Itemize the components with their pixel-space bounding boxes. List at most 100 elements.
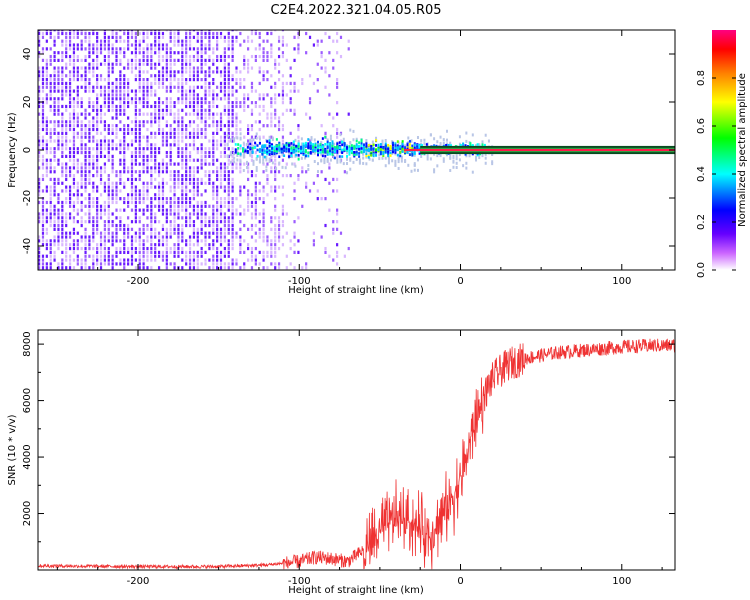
noise-cell	[339, 139, 343, 143]
noise-cell	[103, 58, 106, 62]
noise-cell	[192, 166, 196, 170]
signal-halo-cell	[436, 154, 439, 158]
signal-cell	[387, 154, 390, 158]
noise-cell	[134, 266, 137, 270]
signal-halo-cell	[397, 157, 400, 161]
noise-cell	[142, 54, 145, 59]
noise-cell	[270, 239, 273, 243]
signal-cell	[285, 146, 288, 149]
signal-halo-cell	[358, 160, 361, 164]
noise-cell	[88, 127, 91, 132]
signal-cell	[348, 153, 351, 156]
noise-cell	[80, 97, 83, 101]
noise-cell	[80, 235, 83, 239]
noise-cell	[76, 47, 79, 51]
noise-cell	[76, 104, 79, 109]
noise-cell	[216, 266, 219, 270]
signal-halo-cell	[471, 170, 474, 174]
noise-cell	[173, 162, 176, 166]
signal-halo-cell	[346, 157, 349, 161]
noise-cell	[212, 78, 215, 82]
noise-cell	[84, 220, 87, 224]
noise-cell	[254, 174, 257, 178]
noise-cell	[65, 131, 68, 135]
noise-cell	[53, 193, 56, 197]
noise-cell	[130, 30, 134, 32]
signal-cell	[365, 142, 368, 145]
signal-cell	[355, 139, 358, 143]
noise-cell	[227, 200, 230, 205]
noise-cell	[130, 154, 134, 158]
noise-cell	[76, 93, 79, 97]
noise-cell	[76, 124, 79, 128]
signal-halo-cell	[271, 161, 274, 165]
noise-cell	[68, 235, 72, 239]
noise-cell	[92, 116, 95, 120]
noise-cell	[227, 162, 230, 166]
noise-cell	[181, 166, 184, 170]
signal-halo-cell	[246, 142, 249, 146]
noise-cell	[196, 204, 199, 208]
noise-cell	[88, 181, 91, 185]
noise-cell	[92, 139, 95, 143]
noise-cell	[165, 235, 168, 239]
noise-cell	[138, 246, 141, 251]
noise-cell	[65, 120, 68, 124]
noise-cell	[177, 135, 180, 139]
signal-cell	[404, 150, 407, 153]
noise-cell	[216, 47, 219, 51]
noise-cell	[84, 116, 87, 120]
noise-cell	[200, 131, 203, 135]
noise-cell	[247, 62, 250, 66]
signal-halo-cell	[233, 137, 236, 141]
noise-cell	[157, 43, 161, 47]
noise-cell	[41, 204, 45, 208]
noise-cell	[301, 78, 304, 82]
noise-cell	[134, 189, 137, 193]
noise-cell	[142, 35, 145, 39]
signal-halo-cell	[239, 154, 242, 158]
noise-cell	[262, 135, 265, 139]
signal-halo-cell	[255, 166, 258, 170]
noise-cell	[92, 235, 95, 239]
signal-cell	[244, 149, 247, 153]
noise-cell	[192, 131, 196, 135]
noise-cell	[177, 181, 180, 185]
noise-cell	[192, 189, 196, 193]
noise-cell	[49, 93, 52, 97]
noise-cell	[231, 262, 234, 266]
noise-cell	[80, 258, 83, 262]
noise-cell	[138, 154, 141, 158]
noise-cell	[219, 174, 223, 178]
noise-cell	[200, 212, 203, 216]
signal-cell	[246, 151, 249, 155]
noise-cell	[45, 97, 48, 101]
noise-cell	[223, 227, 226, 231]
noise-cell	[336, 227, 339, 231]
noise-cell	[107, 47, 110, 51]
noise-cell	[38, 216, 41, 220]
noise-cell	[185, 181, 188, 185]
noise-cell	[173, 104, 176, 109]
noise-cell	[181, 266, 184, 270]
noise-cell	[119, 220, 122, 224]
noise-cell	[285, 93, 288, 97]
noise-cell	[49, 185, 52, 189]
signal-cell	[307, 138, 310, 141]
noise-cell	[262, 104, 265, 109]
noise-cell	[146, 223, 149, 228]
noise-cell	[53, 108, 56, 112]
noise-cell	[250, 200, 254, 205]
noise-cell	[103, 262, 106, 266]
noise-cell	[49, 120, 52, 124]
noise-cell	[181, 174, 184, 178]
noise-cell	[196, 70, 199, 74]
noise-cell	[68, 166, 72, 170]
noise-cell	[219, 235, 223, 239]
noise-cell	[84, 108, 87, 112]
noise-cell	[177, 185, 180, 189]
noise-cell	[192, 212, 196, 216]
noise-cell	[123, 97, 126, 101]
noise-cell	[181, 193, 184, 197]
